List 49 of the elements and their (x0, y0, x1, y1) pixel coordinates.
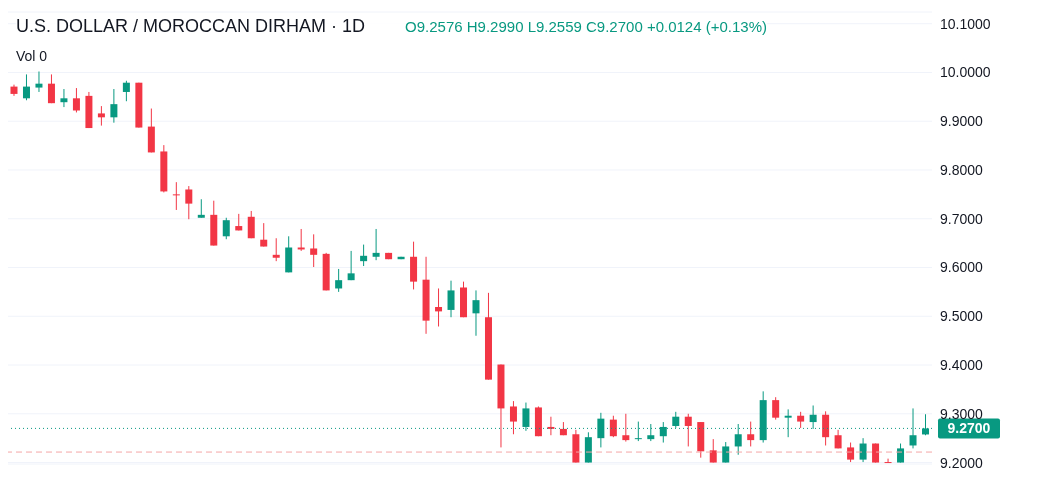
candlestick (72, 87, 80, 113)
chart-title: U.S. DOLLAR / MOROCCAN DIRHAM · 1D (16, 16, 366, 37)
candlestick (609, 415, 617, 438)
candlestick (197, 198, 205, 219)
candlestick (372, 228, 380, 261)
candlestick (272, 237, 280, 262)
candlestick (97, 105, 105, 127)
candlestick (884, 458, 892, 464)
candlestick (335, 268, 343, 293)
annotation: Vol 0 (16, 48, 48, 64)
candlestick (684, 413, 692, 447)
candlestick (747, 421, 755, 447)
y-tick-label: 9.2000 (940, 454, 984, 471)
candlestick (185, 185, 193, 220)
y-tick-label: 10.1000 (940, 15, 991, 32)
ref-line-label: 9.2700 (947, 420, 991, 437)
candlestick (222, 217, 230, 240)
candlestick (60, 88, 68, 108)
candlestick (772, 396, 780, 421)
candlestick (859, 437, 867, 463)
candlestick (360, 244, 368, 267)
candlestick (435, 287, 443, 327)
y-tick-label: 9.4000 (940, 356, 984, 373)
candlestick (847, 442, 855, 463)
candlestick (622, 413, 630, 443)
candlestick (347, 250, 355, 281)
y-tick-label: 9.6000 (940, 259, 984, 276)
candlestick (472, 289, 480, 337)
candlestick (447, 280, 455, 318)
candlestick (172, 181, 180, 211)
candlestick (709, 438, 717, 464)
y-tick-label: 9.8000 (940, 161, 984, 178)
candlestick (310, 233, 318, 268)
y-tick-label: 9.9000 (940, 113, 984, 130)
candlestick (22, 73, 30, 101)
candlestick (509, 400, 517, 435)
candlestick (35, 70, 43, 93)
candlestick (822, 410, 830, 446)
candlestick (110, 88, 118, 124)
candlestick (122, 80, 130, 102)
candlestick (247, 210, 255, 239)
y-tick-label: 10.0000 (940, 64, 991, 81)
candlestick (47, 73, 55, 104)
chart-subtitle: O9.2576 H9.2990 L9.2559 C9.2700 +0.0124 (+0.13%) (405, 18, 767, 35)
candlestick (722, 441, 730, 464)
y-tick-label: 9.5000 (940, 308, 984, 325)
candlestick (260, 222, 268, 248)
y-tick-label: 9.3000 (940, 405, 984, 422)
y-tick-label: 9.7000 (940, 210, 984, 227)
